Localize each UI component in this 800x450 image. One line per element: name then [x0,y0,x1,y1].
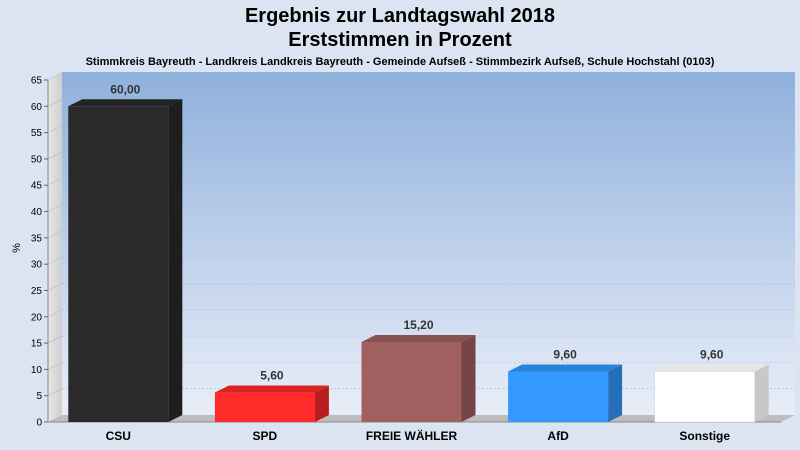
grid-line-wall [47,177,63,186]
bar-front [68,106,169,423]
bar-front [214,392,315,422]
grid-line-wall [47,151,63,160]
value-label: 60,00 [110,82,140,96]
grid-line-wall [47,362,63,370]
category-labels: CSU SPD FREIE WÄHLER AfD Sonstige [106,428,731,443]
category-label: AfD [547,429,569,443]
bar-side [314,385,329,422]
grid-line-wall [47,125,63,133]
bar-top [361,335,476,343]
bar-freie-w-hler [361,335,476,422]
grid-line-wall [47,99,63,107]
bar-csu [68,99,183,423]
bar-top [214,385,329,393]
y-tick-label: 65 [31,76,43,87]
y-tick-label: 35 [31,233,43,244]
bar-front [508,371,609,422]
bars [68,99,769,423]
category-label: Sonstige [679,429,730,443]
chart-title: Ergebnis zur Landtagswahl 2018 [245,5,555,27]
value-label: 9,60 [553,347,577,361]
bar-side [608,364,623,422]
bar-afd [508,364,623,422]
bar-side [461,335,476,422]
grid-line-wall [47,335,63,344]
grid-lines [47,72,795,396]
value-label: 9,60 [700,347,724,361]
y-tick-label: 0 [36,418,42,429]
y-tick-label: 30 [31,260,43,271]
bar-front [654,371,755,423]
y-tick-label: 5 [36,391,42,402]
grid-line-wall [47,283,63,291]
value-label: 15,20 [403,318,433,332]
y-tick-label: 55 [31,128,43,139]
bar-spd [214,385,329,422]
category-label: SPD [253,429,278,443]
value-label: 5,60 [260,369,284,383]
grid-line-wall [47,230,63,239]
y-tick-label: 40 [31,207,43,218]
category-label: FREIE WÄHLER [366,428,458,443]
category-label: CSU [106,429,131,443]
y-tick-label: 25 [31,286,43,297]
grid-line-wall [47,388,63,396]
plot-left-wall [48,72,62,422]
y-tick-label: 50 [31,154,43,165]
bar-side [754,364,769,422]
value-labels: 60,00 5,60 15,20 9,60 9,60 [110,82,723,382]
bar-side [168,99,183,423]
y-tick-label: 60 [31,102,43,113]
y-tick-label: 15 [31,339,43,350]
grid-line-wall [47,256,63,265]
bar-top [68,99,183,107]
chart-subtitle: Stimmkreis Bayreuth - Landkreis Landkrei… [86,56,715,68]
y-axis-label: % [11,243,23,253]
bar-top [654,364,769,372]
y-tick-label: 20 [31,312,43,323]
bar-top [508,364,623,372]
y-tick-labels: 0 5 10 15 20 25 30 35 40 45 50 55 60 65 [31,76,48,429]
grid-line-wall [47,72,63,81]
grid-line-wall [47,309,63,318]
bar-sonstige [654,364,769,423]
bar-front [361,342,462,422]
y-tick-label: 45 [31,181,43,192]
chart-title-line2: Erststimmen in Prozent [288,29,512,51]
grid-line-wall [47,204,63,212]
y-tick-label: 10 [31,365,43,376]
